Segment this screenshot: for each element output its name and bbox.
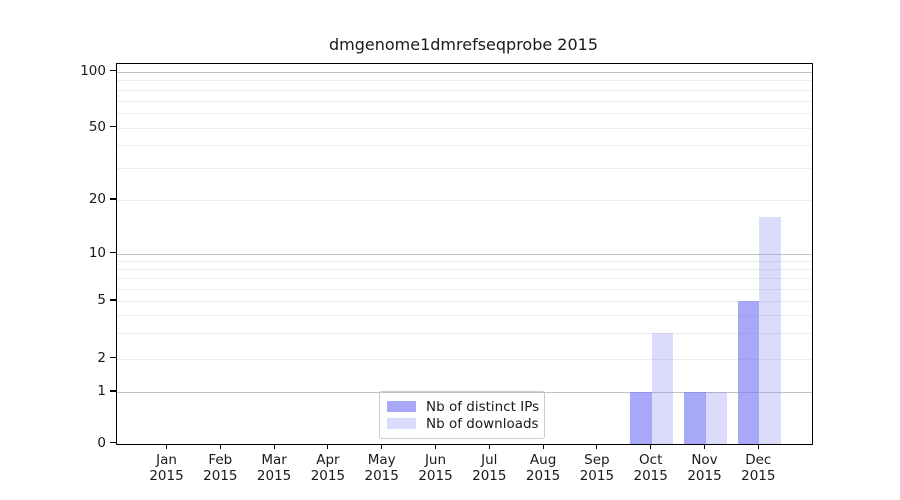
x-label-year: 2015 [149, 467, 184, 484]
bar-distinct-ips-nov [684, 392, 706, 444]
x-tick-label-jan: Jan 2015 [135, 452, 199, 484]
y-tick-label-10: 10 [88, 244, 106, 261]
x-label-year: 2015 [633, 467, 668, 484]
bar-distinct-ips-dec [737, 301, 760, 444]
minor-gridline [117, 89, 812, 91]
x-tick-label-aug: Aug 2015 [511, 452, 575, 484]
x-label-year: 2015 [256, 467, 292, 484]
x-tick-label-sep: Sep 2015 [565, 452, 629, 484]
x-tick-label-oct: Oct 2015 [619, 452, 683, 484]
x-label-year: 2015 [203, 467, 238, 484]
x-label-month: Feb [208, 452, 233, 468]
bar-distinct-ips-oct [630, 392, 652, 444]
y-tick [110, 442, 116, 444]
x-label-month: Jan [156, 452, 177, 468]
x-tick-label-nov: Nov 2015 [673, 452, 737, 484]
minor-gridline [117, 315, 812, 317]
minor-gridline [117, 288, 812, 290]
x-label-year: 2015 [741, 467, 776, 484]
x-label-month: Jul [481, 452, 498, 468]
legend-row-downloads: Nb of downloads [387, 415, 540, 432]
x-label-year: 2015 [364, 467, 399, 484]
minor-gridline [117, 112, 812, 114]
y-tick-label-0: 0 [97, 434, 106, 451]
y-tick-label-5: 5 [97, 292, 106, 308]
x-label-month: Sep [584, 452, 610, 468]
major-gridline [117, 392, 812, 393]
x-tick-label-apr: Apr 2015 [296, 452, 360, 484]
minor-gridline [117, 333, 812, 335]
x-label-month: May [367, 452, 396, 468]
minor-gridline [117, 260, 812, 262]
x-tick-label-may: May 2015 [350, 452, 414, 484]
bar-downloads-nov [705, 392, 727, 444]
major-gridline [117, 253, 812, 255]
y-tick [110, 357, 116, 359]
y-tick [110, 70, 116, 72]
bar-downloads-dec [759, 217, 781, 444]
bar-downloads-oct [651, 333, 674, 444]
x-label-month: Jun [424, 452, 447, 468]
y-tick-label-100: 100 [80, 62, 106, 79]
x-tick-label-jun: Jun 2015 [404, 452, 468, 484]
x-label-year: 2015 [418, 467, 453, 484]
x-tick [381, 444, 383, 449]
chart-title: dmgenome1dmrefseqprobe 2015 [328, 35, 599, 54]
x-label-month: Aug [529, 452, 557, 468]
x-tick [273, 444, 275, 449]
x-tick [596, 444, 598, 449]
minor-gridline [117, 268, 812, 270]
legend-label-downloads: Nb of downloads [426, 415, 539, 432]
y-tick-label-1: 1 [97, 383, 106, 399]
x-tick [327, 444, 329, 449]
minor-gridline [117, 100, 812, 102]
y-tick-label-20: 20 [88, 191, 106, 207]
x-label-month: Dec [745, 452, 772, 468]
x-label-year: 2015 [310, 467, 346, 484]
minor-gridline [117, 168, 812, 169]
x-label-year: 2015 [472, 467, 507, 484]
x-tick [650, 444, 652, 449]
minor-gridline [117, 278, 812, 280]
minor-gridline [117, 127, 812, 129]
y-tick-label-50: 50 [88, 118, 106, 135]
x-tick-label-jul: Jul 2015 [457, 452, 521, 484]
x-label-month: Apr [316, 452, 340, 468]
x-tick-label-feb: Feb 2015 [188, 452, 252, 484]
legend-row-distinct-ips: Nb of distinct IPs [387, 398, 540, 415]
x-label-month: Mar [261, 452, 287, 468]
x-tick [757, 444, 759, 449]
x-label-month: Nov [691, 452, 718, 468]
y-tick [110, 252, 116, 254]
x-tick [542, 444, 544, 449]
x-tick-label-mar: Mar 2015 [242, 452, 306, 484]
legend: Nb of distinct IPs Nb of downloads [379, 391, 545, 439]
minor-gridline [117, 301, 812, 302]
x-label-year: 2015 [687, 467, 722, 484]
plot-area: Nb of distinct IPs Nb of downloads [116, 63, 813, 445]
y-tick [110, 126, 116, 128]
minor-gridline [117, 80, 812, 82]
legend-label-distinct-ips: Nb of distinct IPs [426, 398, 540, 415]
y-tick-label-2: 2 [97, 349, 106, 366]
y-tick [110, 198, 116, 200]
x-tick [434, 444, 437, 449]
x-tick [488, 444, 490, 449]
x-label-month: Oct [639, 452, 663, 468]
legend-swatch-downloads [387, 417, 416, 430]
x-label-year: 2015 [579, 467, 615, 484]
x-tick [219, 444, 221, 449]
x-tick [703, 444, 706, 449]
minor-gridline [117, 145, 812, 147]
minor-gridline [117, 200, 812, 201]
y-tick [110, 390, 116, 392]
major-gridline [117, 71, 812, 73]
x-label-year: 2015 [525, 467, 561, 484]
legend-swatch-distinct-ips [387, 400, 416, 413]
x-tick-label-dec: Dec 2015 [726, 452, 790, 484]
y-tick [110, 299, 116, 301]
x-tick [165, 444, 168, 449]
minor-gridline [117, 358, 812, 360]
